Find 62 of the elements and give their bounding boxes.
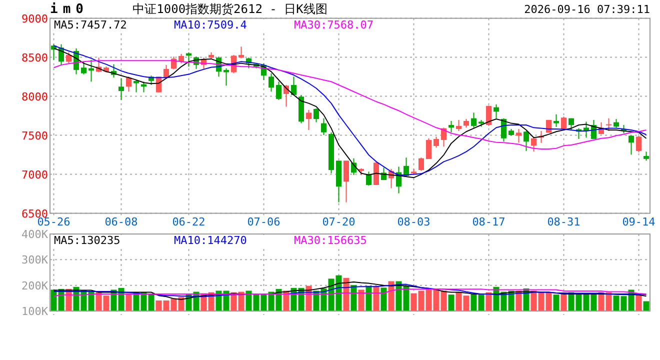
- candlestick: [606, 118, 612, 132]
- candlestick: [238, 46, 244, 59]
- candlestick: [554, 114, 559, 128]
- y-tick-label: 300K: [22, 254, 48, 267]
- candlestick: [268, 72, 274, 92]
- line-series: [53, 288, 647, 297]
- candlestick: [344, 160, 349, 203]
- text: 2026-09-16 07:39:11: [524, 3, 650, 16]
- x-tick-label: 09-14: [622, 215, 656, 228]
- text: MA10:144270: [174, 234, 247, 247]
- candlestick: [486, 105, 492, 126]
- x-tick-label: 06-22: [172, 215, 206, 228]
- candlestick: [448, 120, 454, 133]
- y-tick-label: 7000: [22, 168, 48, 182]
- y-tick-label: 100K: [22, 305, 48, 318]
- candlestick: [418, 157, 424, 172]
- chart-subtitle: im0: [50, 2, 88, 17]
- text: MA10:7509.4: [174, 18, 248, 32]
- candlestick: [321, 118, 326, 136]
- y-tick-label: 200K: [22, 279, 48, 292]
- text: MA30:7568.07: [294, 18, 374, 32]
- candlestick: [291, 76, 296, 96]
- text: MA5:130235: [54, 234, 120, 247]
- y-tick-label: 8500: [22, 51, 48, 64]
- candlestick: [126, 76, 132, 92]
- candlestick: [516, 128, 522, 144]
- candlestick: [164, 64, 169, 79]
- y-tick-label: 8000: [22, 90, 48, 104]
- text: MA30:156635: [294, 234, 367, 247]
- x-tick-label: 07-20: [322, 215, 356, 228]
- candlestick: [471, 112, 476, 128]
- candlestick: [306, 109, 312, 130]
- y-tick-label: 400K: [22, 228, 48, 241]
- x-tick-label: 06-08: [104, 215, 138, 228]
- candlestick: [524, 130, 529, 152]
- candlestick: [434, 136, 439, 148]
- candlestick: [118, 78, 124, 100]
- candlestick: [636, 135, 642, 153]
- candlestick: [276, 81, 282, 100]
- candlestick: [628, 135, 634, 156]
- x-tick-label: 07-06: [247, 215, 280, 228]
- x-tick-label: 08-31: [547, 215, 580, 228]
- candlestick: [531, 137, 536, 152]
- candlestick: [66, 52, 72, 64]
- candlestick: [81, 61, 86, 75]
- candlestick: [494, 104, 499, 119]
- y-tick-label: 7500: [22, 129, 48, 142]
- series-label: MA5:7457.72: [54, 18, 127, 32]
- candlestick: [366, 171, 372, 186]
- y-tick-label: 9000: [22, 12, 48, 26]
- candlestick: [426, 138, 432, 160]
- candlestick: [456, 119, 462, 132]
- candlestick: [134, 79, 139, 93]
- x-tick-label: 08-17: [472, 215, 506, 228]
- candlestick: [178, 53, 184, 64]
- x-tick-label: 08-03: [397, 215, 430, 228]
- candlestick: [584, 121, 589, 138]
- candlestick: [314, 108, 319, 123]
- candlestick: [224, 68, 229, 86]
- candlestick: [171, 56, 176, 70]
- chart-title: 中证1000指数期货2612 - 日K线图: [132, 2, 328, 16]
- candlestick: [561, 116, 566, 130]
